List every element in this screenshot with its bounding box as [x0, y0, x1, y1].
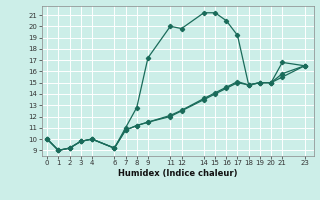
X-axis label: Humidex (Indice chaleur): Humidex (Indice chaleur) — [118, 169, 237, 178]
